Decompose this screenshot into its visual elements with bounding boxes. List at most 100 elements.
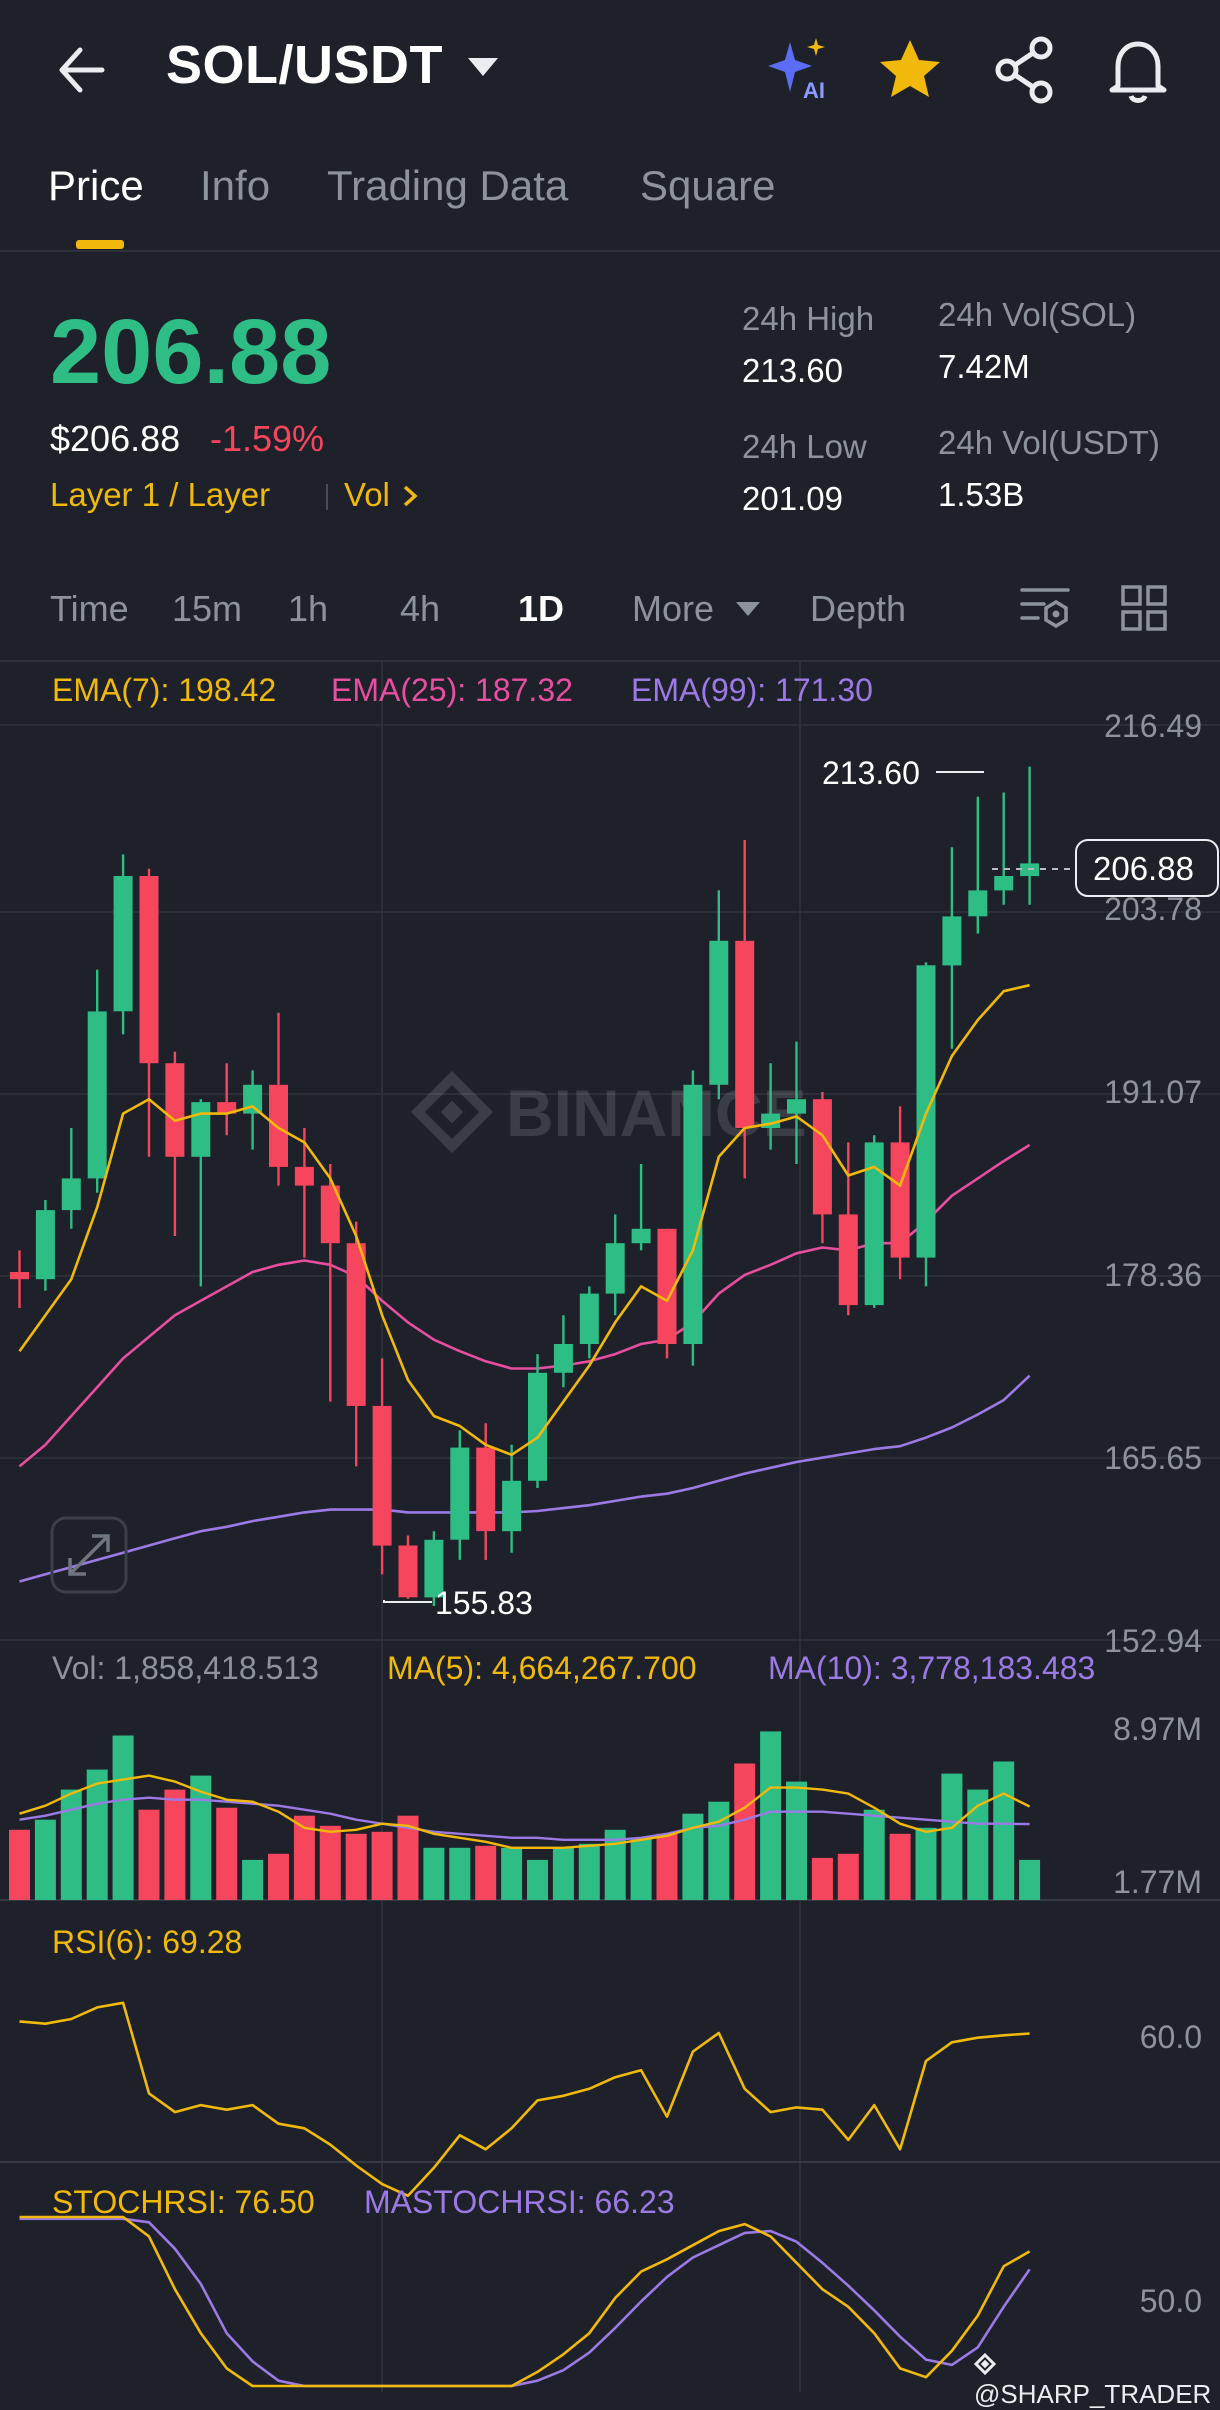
stat-vol-usdt-label: 24h Vol(USDT) [938,424,1160,461]
candle-body [294,1166,314,1186]
stat-high: 213.60 [742,352,843,389]
expand-icon[interactable] [50,1516,128,1594]
tf-1d[interactable]: 1D [518,588,565,629]
ema25-line [18,1143,1031,1468]
candle-body [812,1099,832,1215]
volume-bar [837,1853,859,1900]
stat-low-label: 24h Low [742,428,867,465]
top-bar: SOL/USDT AI [0,0,1220,140]
volume-bar [34,1819,56,1900]
price-change: -1.59% [210,418,325,459]
volume-bar [319,1825,341,1900]
volume-bar [527,1859,548,1900]
volume-bar [501,1847,523,1900]
last-price: 206.88 [50,301,332,403]
volume-bar [915,1827,937,1900]
ai-sparkle-icon[interactable]: AI [760,30,840,110]
volume-bar [578,1843,600,1900]
volume-bar [371,1831,393,1900]
vol-ma5-line [19,1774,1031,1850]
stat-high-label: 24h High [742,300,875,337]
vol-y-tick: 8.97M [1113,1711,1202,1747]
watermark-brand: BINANCE [506,1076,807,1150]
candle-body [631,1228,651,1244]
candle-body [10,1272,29,1280]
price-y-tick: 152.94 [1104,1623,1202,1659]
ai-label: AI [803,78,825,103]
stat-vol-sol: 7.42M [938,348,1030,385]
candle-body [217,1102,237,1114]
ema7-label: EMA(7): 198.42 [52,672,277,708]
divider [0,250,1220,252]
candle-body [269,1084,288,1167]
ema99-label: EMA(99): 171.30 [631,672,873,708]
category-tag[interactable]: Layer 1 / Layer [50,476,271,513]
candle-body [424,1539,444,1598]
share-icon[interactable] [985,30,1065,110]
tf-depth[interactable]: Depth [810,588,907,629]
volume-bar [630,1837,652,1900]
mastochrsi-label: MASTOCHRSI: 66.23 [364,2184,675,2220]
candle-body [942,916,962,966]
tab-trading-data[interactable]: Trading Data [327,162,569,209]
price-chart[interactable]: BINANCE 216.49203.78191.07178.36165.6515… [0,662,1220,2392]
low-marker-line [383,1600,432,1603]
tf-4h[interactable]: 4h [400,588,441,629]
binance-logo-icon [973,2352,997,2376]
tf-15m[interactable]: 15m [172,588,243,629]
tf-more[interactable]: More [632,588,715,629]
tab-price[interactable]: Price [48,162,144,209]
tf-1h[interactable]: 1h [288,588,329,629]
stat-vol-usdt: 1.53B [938,476,1025,513]
tf-time[interactable]: Time [50,588,129,629]
volume-bar [682,1813,704,1900]
rsi-label: RSI(6): 69.28 [52,1924,243,1960]
tab-info[interactable]: Info [200,162,271,209]
vol-link[interactable]: Vol [344,476,421,514]
candle-body [657,1228,677,1344]
vol-ma10-line [19,1796,1030,1842]
candle-body [476,1447,496,1532]
volume-bar [734,1763,756,1900]
price-y-tick: 165.65 [1104,1440,1202,1476]
candle-body [502,1480,522,1532]
candle-body [320,1185,340,1244]
indicator-settings-icon[interactable] [1018,580,1072,634]
candle-body [968,890,988,917]
ema25-label: EMA(25): 187.32 [331,672,573,708]
pair-title[interactable]: SOL/USDT [166,35,444,95]
back-arrow-icon[interactable] [50,38,114,102]
caret-down-icon[interactable] [736,602,760,616]
volume-bar [293,1815,315,1900]
candle-body [191,1102,211,1157]
candle-body [838,1214,858,1306]
volume-bar [190,1775,212,1900]
price-y-tick: 178.36 [1104,1257,1202,1293]
stoch-y-tick: 50.0 [1140,2283,1202,2319]
volume-bar [268,1853,289,1900]
chevron-right-icon [403,485,418,507]
stat-low: 201.09 [742,480,843,517]
layout-grid-icon[interactable] [1120,584,1168,632]
divider [326,484,328,510]
tab-square[interactable]: Square [640,162,776,209]
candle-body [605,1243,625,1294]
usd-price: $206.88 [50,418,181,459]
ma10-label: MA(10): 3,778,183.483 [768,1650,1096,1686]
credit-watermark: @SHARP_TRADER [973,2348,1220,2410]
star-icon[interactable] [870,30,950,110]
candle-body [372,1405,392,1546]
candle-body [35,1210,55,1280]
bell-icon[interactable] [1098,30,1178,110]
candle-body [709,940,729,1085]
candle-body [528,1372,547,1481]
volume-bar [475,1845,497,1900]
volume-bar [112,1735,134,1900]
last-price-tag [1075,839,1219,897]
divider [0,660,1220,662]
chevron-down-icon[interactable] [468,58,498,76]
vol-link-label: Vol [344,476,390,513]
vol-label: Vol: 1,858,418.513 [52,1650,319,1686]
candle-body [61,1178,81,1211]
rsi-line [19,2001,1030,2198]
